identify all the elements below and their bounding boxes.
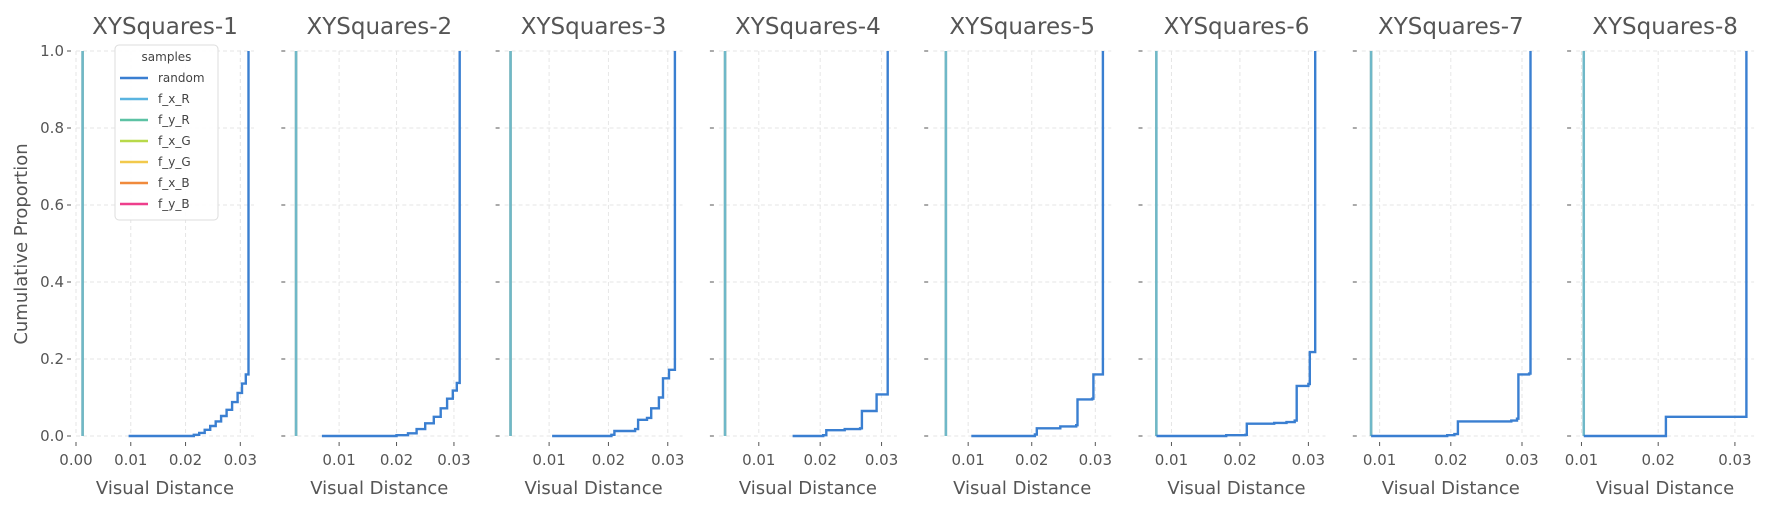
series-random-line — [792, 51, 889, 438]
x-tick-label: 0.03 — [865, 451, 898, 469]
panel-title: XYSquares-4 — [735, 14, 881, 40]
x-tick-label: 0.01 — [1363, 451, 1396, 469]
legend-entry: f_y_R — [158, 113, 190, 127]
y-tick-label: 0.2 — [40, 350, 64, 368]
y-tick-label: 0.6 — [40, 196, 64, 214]
x-axis-label: Visual Distance — [310, 478, 448, 499]
y-tick-label: 0.8 — [40, 119, 64, 137]
series-random-line — [1371, 51, 1532, 438]
panel-title: XYSquares-6 — [1164, 14, 1310, 40]
panel-title: XYSquares-1 — [92, 14, 238, 40]
x-tick-label: 0.00 — [59, 451, 92, 469]
x-tick-label: 0.01 — [1155, 451, 1188, 469]
x-tick-label: 0.02 — [1223, 451, 1256, 469]
panel: 0.01 0.02 0.03 XYSquares-7 Visual Distance — [1352, 14, 1540, 499]
x-axis-label: Visual Distance — [1596, 478, 1734, 499]
legend-entry: f_x_B — [158, 176, 190, 190]
panel-title: XYSquares-2 — [306, 14, 452, 40]
panel: 0.01 0.02 0.03 XYSquares-5 Visual Distance — [924, 14, 1112, 499]
panel: 0.01 0.02 0.03 XYSquares-4 Visual Distance — [709, 14, 898, 499]
x-axis-label: Visual Distance — [96, 478, 234, 499]
panel: 0.0 0.2 0.4 0.6 0.8 1.0 0.00 0.01 0.02 0.03 XYSqua… — [40, 14, 257, 499]
legend-entry: random — [158, 71, 205, 85]
x-axis-label: Visual Distance — [525, 478, 663, 499]
x-tick-label: 0.03 — [651, 451, 684, 469]
legend-entry: f_x_G — [158, 134, 191, 148]
x-tick-label: 0.03 — [1718, 451, 1751, 469]
series-random-line — [128, 51, 250, 438]
panel-title: XYSquares-3 — [521, 14, 667, 40]
x-tick-label: 0.02 — [592, 451, 625, 469]
panel: 0.01 0.02 0.03 XYSquares-3 Visual Distance — [495, 14, 684, 499]
x-axis-label: Visual Distance — [953, 478, 1091, 499]
y-axis-label: Cumulative Proportion — [11, 143, 32, 344]
panel: 0.01 0.02 0.03 XYSquares-2 Visual Distance — [281, 14, 471, 499]
panel-title: XYSquares-5 — [949, 14, 1095, 40]
legend-title: samples — [142, 50, 192, 64]
x-tick-label: 0.03 — [1292, 451, 1325, 469]
legend-entry: f_y_G — [158, 155, 191, 169]
y-tick-label: 1.0 — [40, 42, 64, 60]
series-random-line — [1156, 51, 1317, 438]
y-tick-label: 0.0 — [40, 427, 64, 445]
x-tick-label: 0.01 — [1565, 451, 1598, 469]
x-tick-label: 0.01 — [322, 451, 355, 469]
series-random-line — [552, 51, 677, 438]
series-random-line — [971, 51, 1105, 438]
x-axis-label: Visual Distance — [739, 478, 877, 499]
x-tick-label: 0.02 — [169, 451, 202, 469]
x-tick-label: 0.02 — [1434, 451, 1467, 469]
x-tick-label: 0.01 — [951, 451, 984, 469]
legend-box — [114, 44, 219, 221]
panel: 0.01 0.02 0.03 XYSquares-6 Visual Distance — [1138, 14, 1326, 499]
x-tick-label: 0.03 — [1505, 451, 1538, 469]
panel: 0.01 0.02 0.03 XYSquares-8 Visual Distance — [1565, 14, 1755, 499]
panel-title: XYSquares-7 — [1378, 14, 1524, 40]
x-axis-label: Visual Distance — [1382, 478, 1520, 499]
legend: samples random f_x_R f_y_R f_x_G f_y_G f_x_B f_… — [114, 44, 219, 221]
x-tick-label: 0.02 — [380, 451, 413, 469]
x-tick-label: 0.02 — [803, 451, 836, 469]
x-tick-label: 0.01 — [114, 451, 147, 469]
x-tick-label: 0.03 — [1079, 451, 1112, 469]
legend-entry: f_y_B — [158, 197, 190, 211]
x-tick-label: 0.02 — [1015, 451, 1048, 469]
x-tick-label: 0.03 — [437, 451, 470, 469]
panels: 0.0 0.2 0.4 0.6 0.8 1.0 0.00 0.01 0.02 0.03 XYSqua… — [40, 14, 1755, 499]
x-tick-label: 0.01 — [532, 451, 565, 469]
x-tick-label: 0.03 — [224, 451, 257, 469]
x-tick-label: 0.01 — [742, 451, 775, 469]
panel-title: XYSquares-8 — [1592, 14, 1738, 40]
series-random-line — [1583, 51, 1748, 438]
series-random-line — [321, 51, 461, 438]
x-axis-label: Visual Distance — [1167, 478, 1305, 499]
y-tick-label: 0.4 — [40, 273, 64, 291]
x-tick-label: 0.02 — [1641, 451, 1674, 469]
legend-entry: f_x_R — [158, 92, 190, 106]
